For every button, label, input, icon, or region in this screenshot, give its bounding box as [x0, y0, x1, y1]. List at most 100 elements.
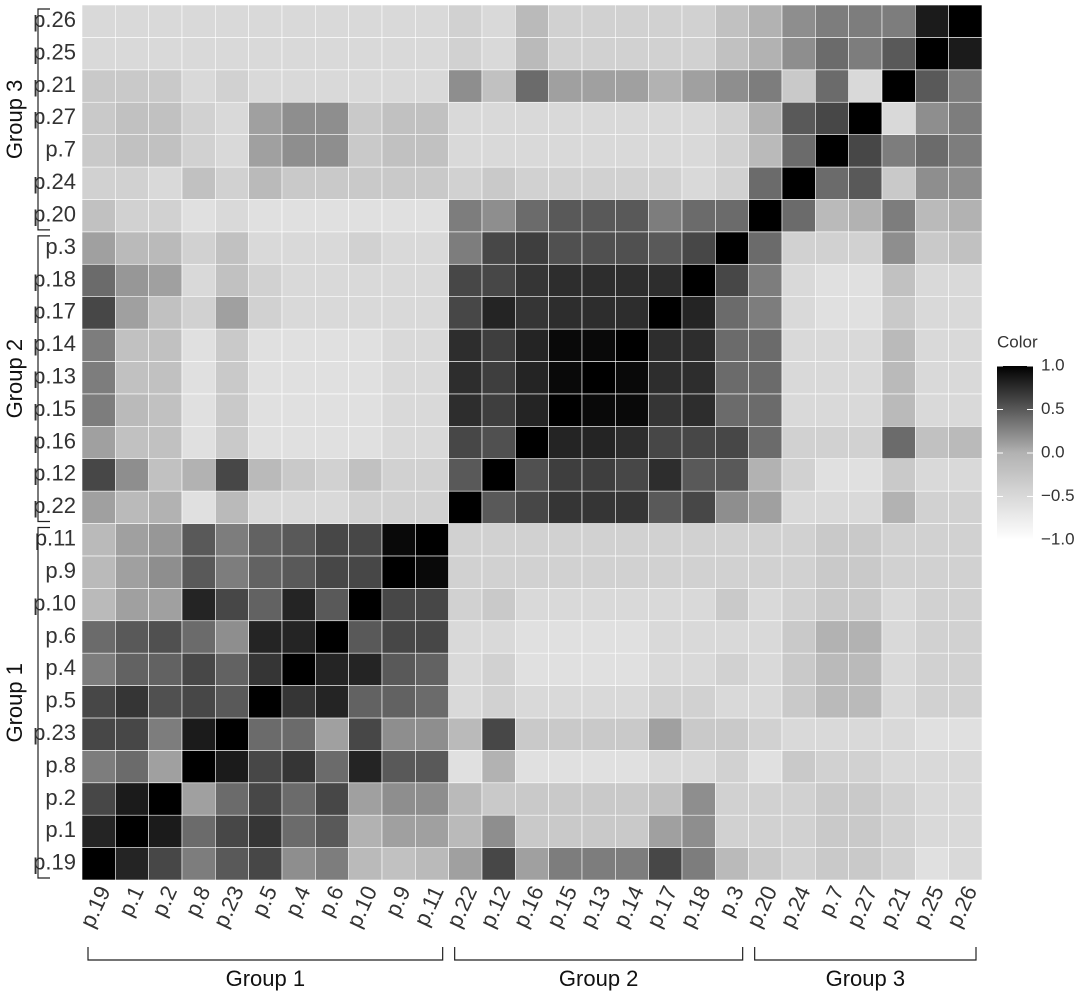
heat-cell [281, 425, 316, 460]
heat-cell [281, 134, 316, 168]
heat-cell [148, 490, 183, 524]
heat-cell [615, 199, 649, 233]
heat-cell [548, 814, 583, 848]
heat-cell [415, 555, 449, 589]
colorbar-tick-label: −0.5 [1041, 486, 1075, 505]
heat-cell [681, 361, 716, 395]
heat-cell [615, 231, 649, 265]
heat-cell [681, 69, 716, 103]
heat-cell [515, 199, 549, 233]
heat-cell [481, 588, 516, 622]
heat-cell [448, 393, 483, 427]
heat-cell [215, 296, 249, 330]
heat-cell [615, 750, 649, 784]
heat-cell [615, 69, 649, 103]
heat-cell [81, 263, 116, 297]
heat-cell [581, 361, 616, 395]
x-tick-label: p.10 [341, 882, 382, 931]
heat-cell [381, 361, 416, 395]
heat-cell [215, 425, 249, 460]
heat-cell [681, 393, 716, 427]
heat-cell [381, 847, 416, 881]
heat-cell [115, 490, 149, 524]
heat-cell [115, 199, 149, 233]
heat-cell [281, 37, 316, 71]
heat-cell [748, 490, 783, 524]
heat-cell [748, 199, 783, 233]
heat-cell [848, 847, 883, 881]
heat-cell [748, 847, 783, 881]
heat-cell [815, 523, 849, 557]
heat-cell [481, 620, 516, 654]
heat-cell [681, 847, 716, 881]
heat-cell [748, 263, 783, 297]
heat-cell [715, 134, 749, 168]
heat-cell [715, 69, 749, 103]
x-tick-label: p.13 [575, 882, 616, 931]
heat-cell [281, 199, 316, 233]
heat-cell [515, 847, 549, 881]
heat-cell [81, 4, 116, 38]
heat-cell [115, 750, 149, 784]
heat-cell [581, 814, 616, 848]
heat-cell [715, 393, 749, 427]
heat-cell [148, 101, 183, 135]
heat-cell [848, 620, 883, 654]
heat-cell [181, 4, 216, 38]
heat-cell [315, 814, 349, 848]
heat-cell [715, 555, 749, 589]
heat-cell [681, 523, 716, 557]
y-group-label: Group 1 [2, 663, 27, 743]
heat-cell [348, 458, 383, 492]
heat-cell [415, 814, 449, 848]
heat-cell [848, 425, 883, 460]
heat-cell [781, 134, 816, 168]
heat-cell [548, 652, 583, 686]
heat-cell [748, 717, 783, 751]
heat-cell [481, 101, 516, 135]
heat-cell [581, 425, 616, 460]
heat-cell [748, 69, 783, 103]
heat-cell [948, 393, 983, 427]
heat-cell [148, 393, 183, 427]
y-tick-label: p.16 [33, 428, 76, 453]
heat-cell [815, 588, 849, 622]
heat-cell [948, 263, 983, 297]
heat-cell [581, 101, 616, 135]
heat-cell [215, 750, 249, 784]
heat-cell [248, 782, 283, 816]
heat-cell [581, 523, 616, 557]
heat-cell [715, 425, 749, 460]
heat-cell [381, 199, 416, 233]
heat-cell [515, 685, 549, 719]
heat-cell [248, 296, 283, 330]
heat-cell [781, 199, 816, 233]
heat-cell [615, 490, 649, 524]
heat-cell [815, 361, 849, 395]
heat-cell [915, 620, 949, 654]
heat-cell [681, 263, 716, 297]
heat-cell [181, 361, 216, 395]
heat-cell [681, 782, 716, 816]
heat-cell [81, 458, 116, 492]
heat-cell [415, 101, 449, 135]
heat-cell [781, 652, 816, 686]
heat-cell [348, 361, 383, 395]
heat-cell [715, 361, 749, 395]
heat-cell [515, 166, 549, 200]
heat-cell [781, 393, 816, 427]
y-tick-label: p.11 [35, 526, 76, 551]
heat-cell [215, 685, 249, 719]
heat-cell [281, 166, 316, 200]
heat-cell [848, 166, 883, 200]
heat-cell [515, 620, 549, 654]
heat-cell [281, 393, 316, 427]
heat-cell [915, 393, 949, 427]
heat-cell [148, 458, 183, 492]
heat-cell [681, 166, 716, 200]
heat-cell [248, 847, 283, 881]
x-group-label: Group 2 [559, 966, 639, 991]
heat-cell [548, 458, 583, 492]
heat-cell [181, 685, 216, 719]
